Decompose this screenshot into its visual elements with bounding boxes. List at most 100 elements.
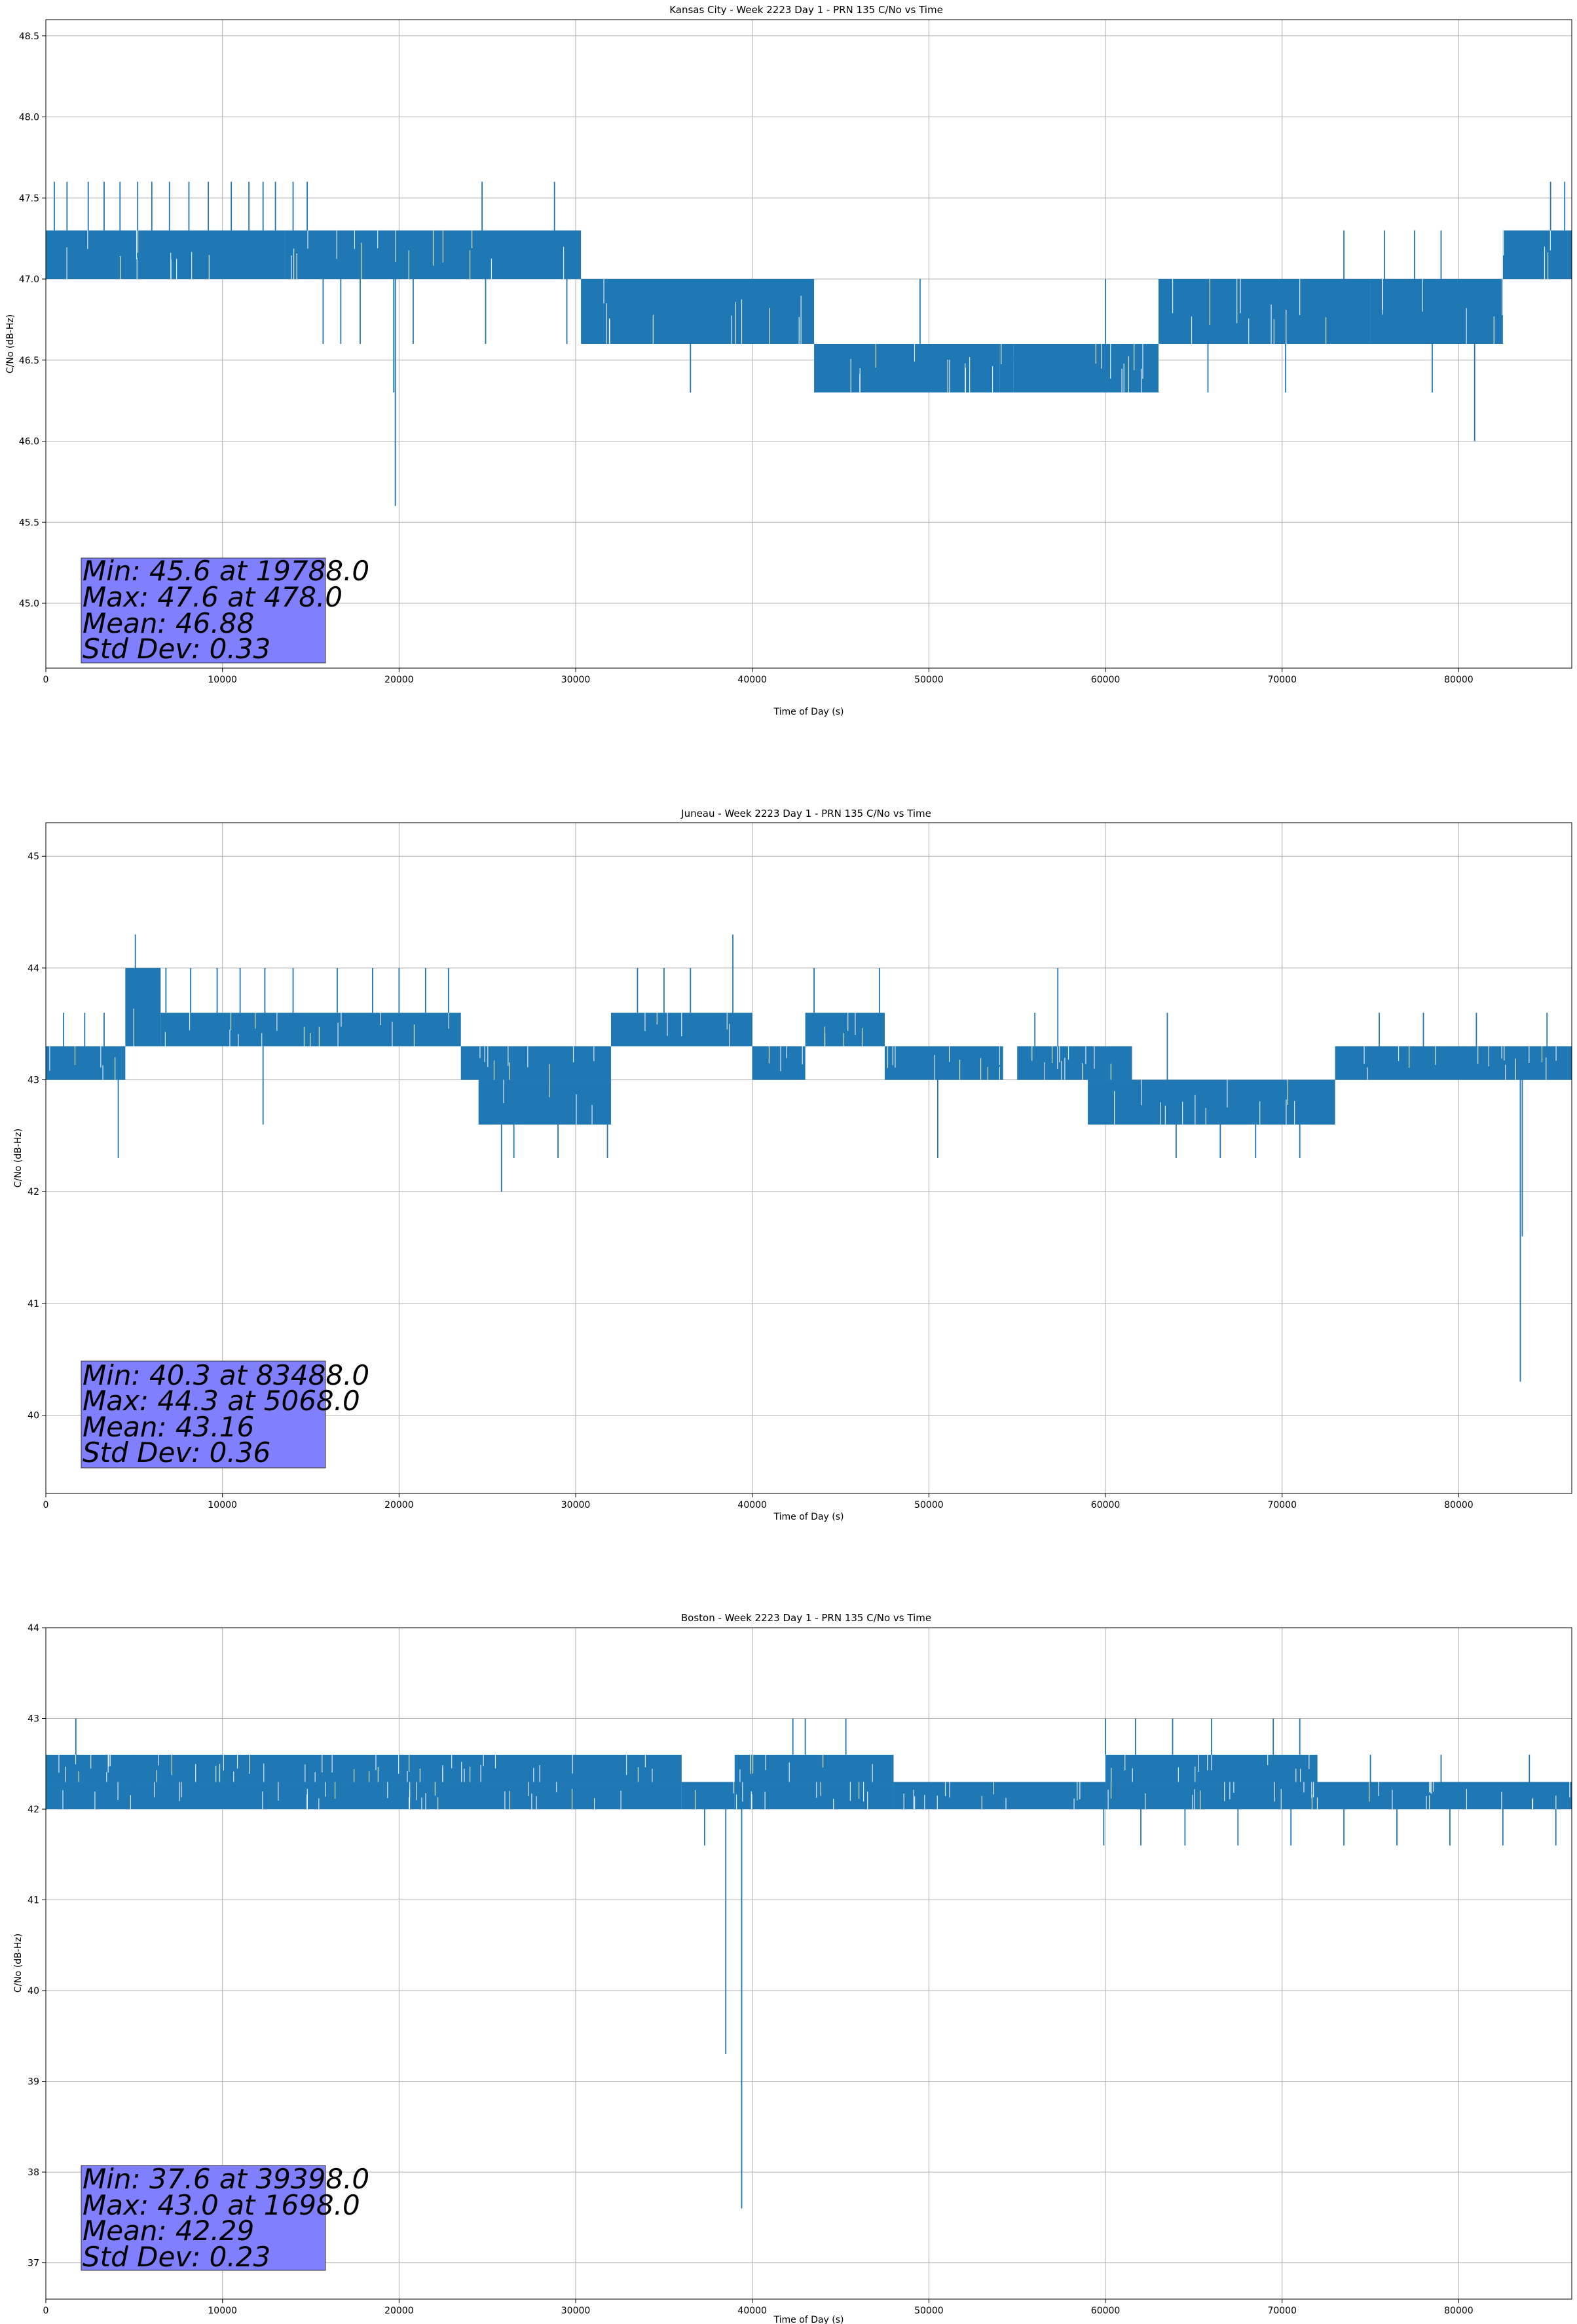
series-gap [1160,1102,1161,1125]
y-tick-label: 46.5 [19,356,39,366]
series-gap [788,1762,790,1782]
stats-mean: Mean: 42.29 [83,2215,254,2247]
series-gap [432,230,434,266]
series-gap [1501,1046,1502,1059]
x-tick-label: 20000 [384,2306,414,2316]
series-gap [1192,1795,1193,1810]
series-gap [729,1024,730,1047]
series-gap [644,1013,646,1032]
series-gap [219,1763,221,1782]
series-gap [442,1765,443,1782]
series-gap [593,1046,595,1062]
y-tick-label: 48.0 [19,113,39,123]
series-gap [1312,1782,1314,1798]
x-tick-label: 10000 [208,675,237,685]
stats-box: Min: 45.6 at 19788.0 Max: 47.6 at 478.0 … [81,555,369,665]
series-gap [503,1079,504,1104]
series-gap [136,230,138,259]
series-gap [859,373,861,393]
series-gap [1211,1754,1212,1771]
series-gap [1503,230,1504,255]
stats-min: Min: 40.3 at 83488.0 [83,1359,369,1391]
series-gap [1191,316,1193,344]
series-gap [87,230,88,250]
plot-area [45,1627,1572,2300]
series-band [1017,1046,1132,1080]
x-axis-label: Time of Day (s) [773,2315,844,2324]
series-gap [652,314,654,344]
series-gap [195,1764,196,1782]
x-tick-label: 80000 [1444,2306,1474,2316]
series-gap [656,1013,658,1025]
series-gap [325,1782,326,1797]
series-gap [556,1782,557,1793]
series-gap [1515,1059,1516,1080]
y-tick-label: 45 [28,852,39,862]
series-gap [1224,1782,1225,1801]
series-band [734,1782,894,1810]
series-gap [1236,279,1238,324]
series-gap [1178,1767,1179,1782]
series-gap [1308,1754,1310,1769]
series-gap [318,1026,320,1047]
y-tick-label: 40 [28,1411,39,1421]
series-band [46,1782,682,1810]
series-gap [75,1754,77,1765]
series-gap [1274,1782,1275,1802]
series-band [160,1013,461,1047]
series-gap [208,255,210,279]
series-gap [739,1769,741,1782]
x-tick-label: 70000 [1267,1500,1297,1510]
series-gap [625,1754,627,1775]
y-tick-label: 46.0 [19,437,39,447]
y-tick-label: 42 [28,1805,39,1815]
series-gap [1569,1782,1570,1798]
series-gap [1182,1101,1183,1125]
series-gap [1057,1046,1058,1069]
y-tick-label: 40 [28,1986,39,1996]
series-band [581,279,815,344]
series-gap [494,1754,496,1769]
series-gap [914,344,916,362]
series-gap [1164,1105,1166,1125]
series-band [999,344,1014,393]
series-band [46,230,285,279]
series-gap [1316,1797,1318,1810]
y-tick-label: 43 [28,1714,39,1725]
series-gap [969,357,971,393]
stats-max: Max: 44.3 at 5068.0 [83,1385,360,1417]
x-tick-label: 80000 [1444,1500,1474,1510]
series-gap [354,230,356,250]
series-gap [276,1013,278,1031]
series-gap [106,1772,107,1782]
series-gap [1082,1063,1083,1080]
series-gap [1549,230,1551,251]
chart-panel-juneau: Juneau - Week 2223 Day 1 - PRN 135 C/No … [13,808,1572,1522]
series-band [893,1782,1106,1810]
stats-max: Max: 43.0 at 1698.0 [83,2189,360,2221]
series-band [460,1046,611,1080]
series-gap [437,1797,439,1810]
series-gap [120,255,121,279]
series-gap [1466,1789,1468,1810]
series-gap [1398,1046,1400,1061]
x-tick-label: 70000 [1267,675,1297,685]
series-gap [229,1030,231,1047]
series-gap [1059,1046,1060,1062]
series-gap [1005,1797,1007,1810]
series-gap [1128,356,1130,393]
series-gap [136,257,138,279]
series-gap [1114,1091,1115,1125]
series-band [1158,279,1371,344]
x-tick-label: 60000 [1091,1500,1121,1510]
y-tick-label: 37 [28,2258,39,2269]
series-gap [189,1013,191,1030]
series-gap [1280,1789,1282,1810]
series-gap [768,1046,770,1064]
series-band [46,1754,682,1782]
x-axis-label: Time of Day (s) [773,707,844,717]
stats-box: Min: 37.6 at 39398.0 Max: 43.0 at 1698.0… [81,2163,369,2273]
series-gap [1267,1754,1269,1765]
series-gap [527,1046,529,1068]
series-band [884,1046,1003,1080]
